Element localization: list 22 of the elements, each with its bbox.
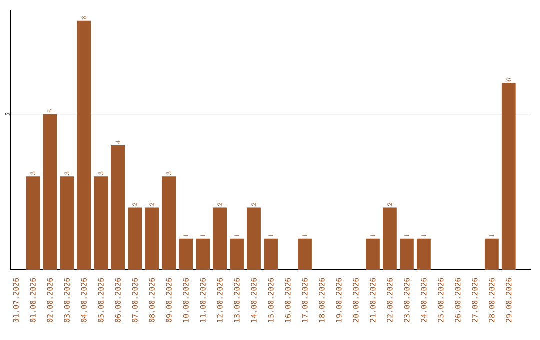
bar bbox=[26, 176, 40, 270]
bar bbox=[179, 238, 194, 270]
bar bbox=[484, 238, 499, 270]
bar bbox=[162, 176, 176, 270]
bar bbox=[298, 238, 312, 270]
bar bbox=[213, 208, 227, 270]
bar bbox=[77, 20, 92, 270]
bar bbox=[128, 208, 142, 270]
bar bbox=[264, 238, 278, 270]
bar bbox=[400, 238, 414, 270]
bar bbox=[145, 208, 160, 270]
bar bbox=[247, 208, 261, 270]
bar bbox=[366, 238, 380, 270]
bar bbox=[416, 238, 431, 270]
bar bbox=[60, 176, 74, 270]
bar bbox=[94, 176, 108, 270]
bar bbox=[230, 238, 244, 270]
bar bbox=[502, 83, 516, 270]
bar bbox=[382, 208, 397, 270]
bar bbox=[196, 238, 210, 270]
bar bbox=[43, 114, 58, 270]
bar bbox=[111, 145, 126, 270]
